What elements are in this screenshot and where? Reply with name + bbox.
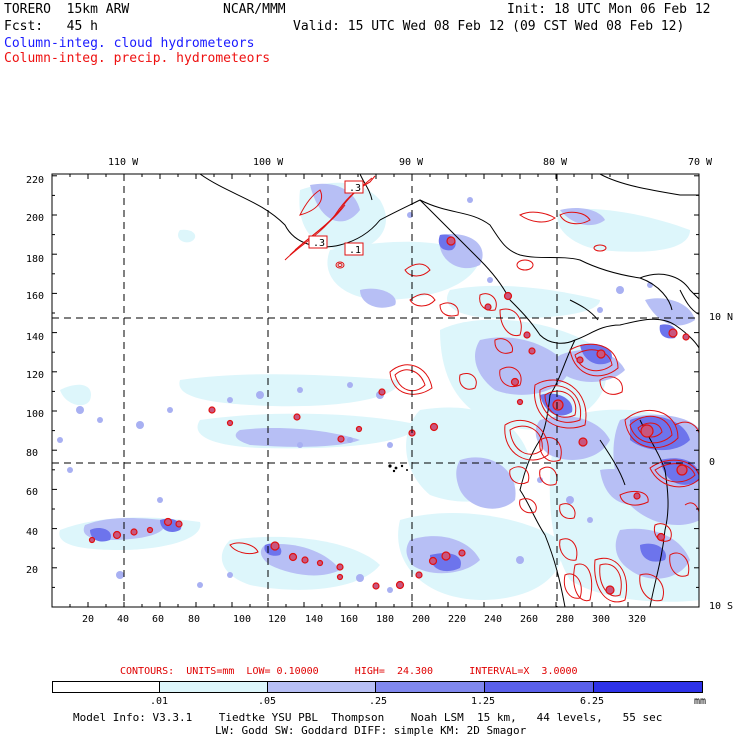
colorbar-segment-6 [593, 681, 703, 693]
x-tick-200: 200 [412, 614, 431, 625]
colorbar-segment-4 [375, 681, 485, 693]
contour-label-3: .1 [349, 245, 361, 256]
y-tick-220: 220 [26, 175, 45, 186]
model-info-line1: Model Info: V3.3.1 Tiedtke YSU PBL Thomp… [73, 711, 663, 724]
contour-label-1: .3 [349, 183, 361, 194]
lon-label-100w: 100 W [253, 157, 284, 168]
contour-label-box [344, 180, 364, 194]
y-tick-20: 20 [26, 565, 39, 576]
galapagos-islands [388, 464, 408, 473]
model-info-line2: LW: Godd SW: Goddard DIFF: simple KM: 2D… [215, 724, 527, 737]
y-tick-160: 160 [26, 291, 45, 302]
x-tick-40: 40 [117, 614, 130, 625]
contour-label-boxes [308, 180, 364, 256]
colorbar-label-4: 1.25 [471, 696, 496, 707]
x-tick-140: 140 [305, 614, 324, 625]
contour-label-box [308, 235, 328, 249]
x-tick-160: 160 [340, 614, 359, 625]
contour-info: CONTOURS: UNITS=mm LOW= 0.10000 HIGH= 24… [120, 666, 578, 677]
y-tick-140: 140 [26, 332, 45, 343]
legend-precip: Column-integ. precip. hydrometeors [4, 51, 271, 66]
y-tick-80: 80 [26, 448, 39, 459]
x-tick-240: 240 [484, 614, 503, 625]
x-tick-80: 80 [188, 614, 201, 625]
axis-ticks [51, 174, 699, 608]
init-time: Init: 18 UTC Mon 06 Feb 12 [507, 2, 711, 17]
y-tick-100: 100 [26, 409, 45, 420]
x-tick-180: 180 [376, 614, 395, 625]
lat-label-0: 0 [709, 457, 716, 468]
y-tick-60: 60 [26, 487, 39, 498]
colorbar-label-5: 6.25 [580, 696, 605, 707]
grid-lines [52, 174, 699, 607]
valid-time: Valid: 15 UTC Wed 08 Feb 12 (09 CST Wed … [293, 19, 685, 34]
colorbar-units: mm [694, 696, 707, 707]
precip-cores [88, 236, 690, 595]
x-tick-280: 280 [556, 614, 575, 625]
lon-label-90w: 90 W [399, 157, 424, 168]
lat-label-10n: 10 N [709, 312, 734, 323]
lon-label-70w: 70 W [688, 157, 713, 168]
lon-label-80w: 80 W [543, 157, 568, 168]
colorbar-label-2: .05 [258, 696, 277, 707]
x-tick-60: 60 [152, 614, 165, 625]
y-tick-40: 40 [26, 527, 39, 538]
contour-label-box [344, 242, 364, 256]
x-tick-220: 220 [448, 614, 467, 625]
center-name: NCAR/MMM [223, 2, 286, 17]
x-tick-300: 300 [592, 614, 611, 625]
y-tick-180: 180 [26, 254, 45, 265]
contour-labels: .3 .3 .1 [313, 183, 361, 256]
x-tick-120: 120 [268, 614, 287, 625]
coastline-layer [199, 174, 699, 607]
colorbar-segment-2 [159, 681, 268, 693]
lat-label-10s: 10 S [709, 601, 734, 612]
colorbar-label-1: .01 [150, 696, 169, 707]
x-tick-260: 260 [520, 614, 539, 625]
y-tick-200: 200 [26, 213, 45, 224]
y-tick-120: 120 [26, 370, 45, 381]
colorbar-segment-1 [52, 681, 160, 693]
x-tick-20: 20 [82, 614, 95, 625]
model-title: TORERO 15km ARW [4, 2, 130, 17]
forecast-hour: Fcst: 45 h [4, 19, 98, 34]
legend-cloud: Column-integ. cloud hydrometeors [4, 36, 255, 51]
x-tick-320: 320 [628, 614, 647, 625]
colorbar-segment-5 [484, 681, 594, 693]
colorbar-label-3: .25 [369, 696, 388, 707]
x-tick-100: 100 [233, 614, 252, 625]
contour-label-2: .3 [313, 238, 325, 249]
lon-label-110w: 110 W [108, 157, 139, 168]
colorbar-segment-3 [267, 681, 376, 693]
